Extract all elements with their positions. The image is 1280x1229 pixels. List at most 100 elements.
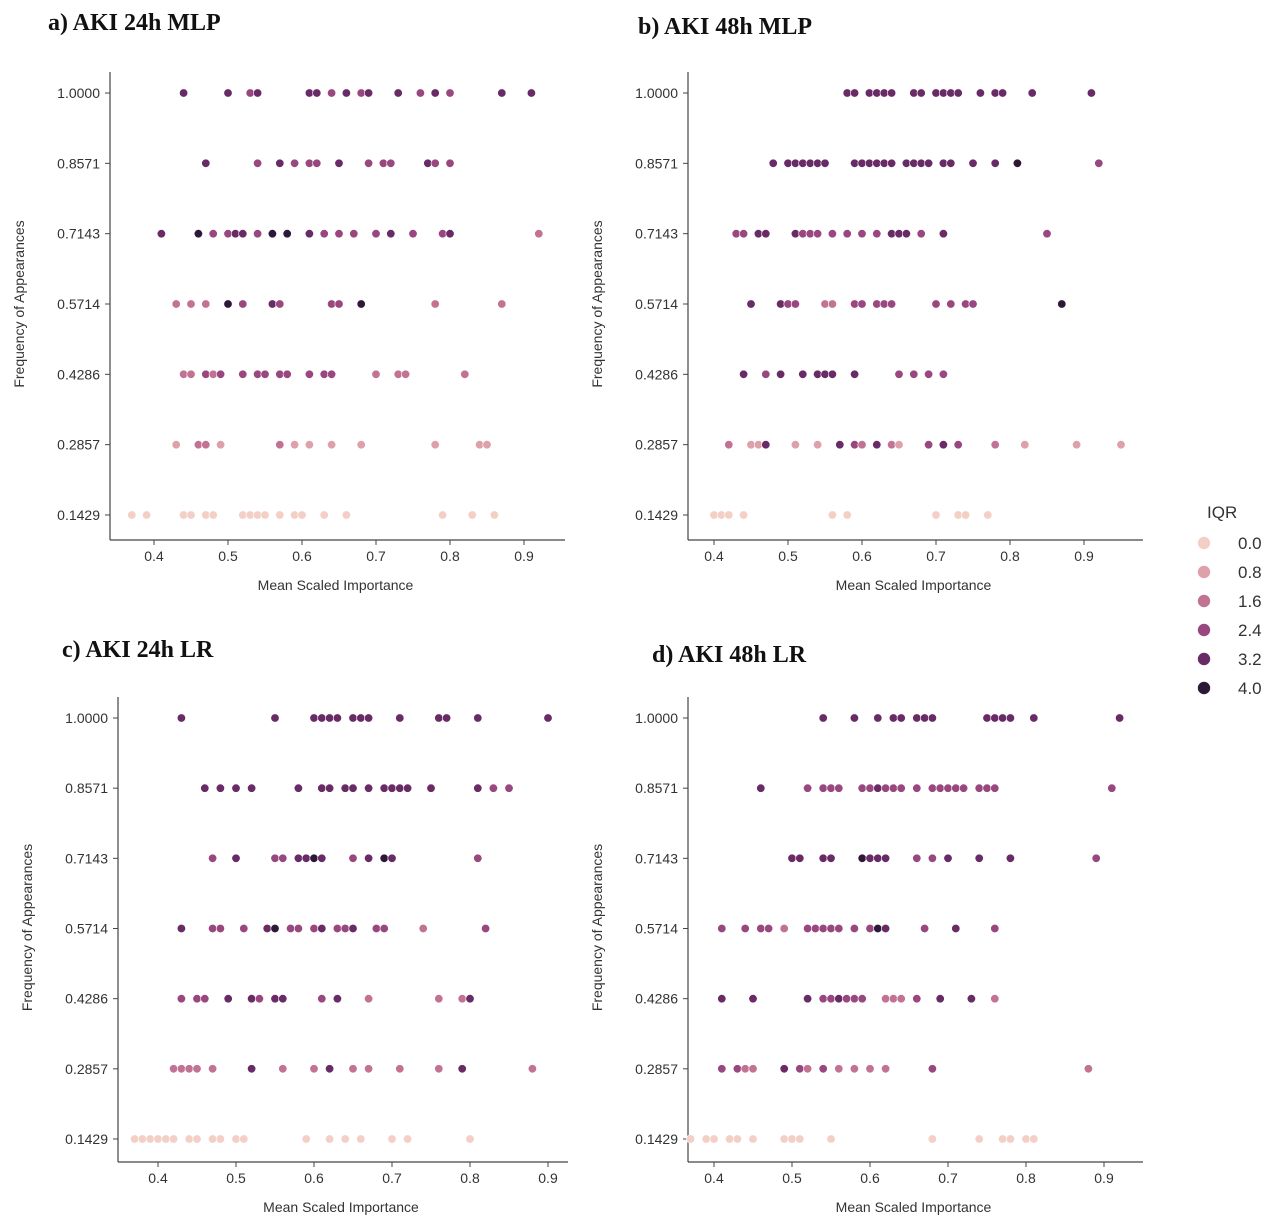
scatter-point xyxy=(826,923,836,933)
scatter-point xyxy=(901,229,911,239)
scatter-point xyxy=(1115,713,1125,723)
scatter-point xyxy=(247,994,257,1004)
scatter-point xyxy=(951,783,961,793)
scatter-point xyxy=(920,923,930,933)
scatter-point xyxy=(827,229,837,239)
scatter-point xyxy=(290,440,300,450)
scatter-point xyxy=(325,1064,335,1074)
scatter-point xyxy=(309,1064,319,1074)
scatter-point xyxy=(460,369,470,379)
scatter-point xyxy=(238,229,248,239)
legend-marker xyxy=(1197,565,1211,579)
scatter-point xyxy=(912,853,922,863)
scatter-point xyxy=(849,923,859,933)
y-axis-label: Frequency of Appearances xyxy=(11,220,27,387)
scatter-point xyxy=(1083,1064,1093,1074)
scatter-point xyxy=(216,369,226,379)
y-tick-label: 0.1429 xyxy=(635,507,678,523)
scatter-point xyxy=(267,229,277,239)
scatter-point xyxy=(312,88,322,98)
scatter-point xyxy=(803,994,813,1004)
scatter-point xyxy=(401,369,411,379)
scatter-point xyxy=(748,1134,758,1144)
scatter-point xyxy=(415,88,425,98)
scatter-point xyxy=(395,713,405,723)
y-tick-label: 0.5714 xyxy=(57,296,100,312)
x-tick-label: 0.4 xyxy=(704,1170,724,1186)
scatter-point xyxy=(938,440,948,450)
scatter-point xyxy=(739,369,749,379)
scatter-point xyxy=(356,299,366,309)
scatter-point xyxy=(998,713,1008,723)
scatter-point xyxy=(293,783,303,793)
legend-marker xyxy=(1197,652,1211,666)
scatter-point xyxy=(894,369,904,379)
scatter-point xyxy=(857,853,867,863)
scatter-point xyxy=(834,994,844,1004)
scatter-point xyxy=(153,1134,163,1144)
x-tick-label: 0.7 xyxy=(366,548,386,564)
scatter-point xyxy=(325,1134,335,1144)
scatter-point xyxy=(888,994,898,1004)
scatter-point xyxy=(849,713,859,723)
scatter-point xyxy=(186,369,196,379)
x-tick-label: 0.4 xyxy=(144,548,164,564)
scatter-point xyxy=(301,853,311,863)
panel-title: d) AKI 48h LR xyxy=(652,642,807,668)
scatter-point xyxy=(826,1134,836,1144)
scatter-point xyxy=(990,783,1000,793)
x-tick-label: 0.8 xyxy=(440,548,460,564)
scatter-point xyxy=(740,1064,750,1074)
scatter-point xyxy=(156,229,166,239)
scatter-point xyxy=(701,1134,711,1144)
scatter-point xyxy=(364,88,374,98)
scatter-point xyxy=(857,440,867,450)
scatter-point xyxy=(813,440,823,450)
legend-label: 2.4 xyxy=(1238,621,1262,640)
scatter-point xyxy=(465,1134,475,1144)
scatter-point xyxy=(348,713,358,723)
scatter-point xyxy=(387,783,397,793)
scatter-point xyxy=(208,923,218,933)
scatter-point xyxy=(795,853,805,863)
scatter-point xyxy=(966,994,976,1004)
scatter-point xyxy=(430,440,440,450)
scatter-point xyxy=(872,440,882,450)
scatter-point xyxy=(275,440,285,450)
scatter-point xyxy=(208,229,218,239)
scatter-point xyxy=(340,923,350,933)
scatter-point xyxy=(717,1064,727,1074)
x-tick-label: 0.4 xyxy=(704,548,724,564)
y-tick-label: 0.1429 xyxy=(635,1131,678,1147)
scatter-point xyxy=(282,229,292,239)
scatter-point xyxy=(270,853,280,863)
scatter-point xyxy=(803,923,813,933)
scatter-point xyxy=(746,299,756,309)
scatter-point xyxy=(319,510,329,520)
scatter-point xyxy=(938,229,948,239)
scatter-point xyxy=(826,783,836,793)
scatter-points xyxy=(709,88,1126,520)
scatter-point xyxy=(779,1064,789,1074)
scatter-point xyxy=(216,440,226,450)
scatter-point xyxy=(137,1134,147,1144)
scatter-point xyxy=(430,88,440,98)
scatter-point xyxy=(790,440,800,450)
scatter-point xyxy=(364,713,374,723)
scatter-point xyxy=(309,923,319,933)
scatter-point xyxy=(325,783,335,793)
scatter-point xyxy=(445,229,455,239)
scatter-point xyxy=(990,923,1000,933)
scatter-point xyxy=(348,1064,358,1074)
y-tick-label: 0.2857 xyxy=(65,1061,108,1077)
scatter-point xyxy=(849,994,859,1004)
scatter-point xyxy=(297,510,307,520)
x-tick-label: 0.7 xyxy=(382,1170,402,1186)
scatter-point xyxy=(1029,1134,1039,1144)
scatter-point xyxy=(1012,158,1022,168)
scatter-point xyxy=(927,713,937,723)
scatter-point xyxy=(317,853,327,863)
scatter-point xyxy=(931,510,941,520)
scatter-point xyxy=(968,299,978,309)
scatter-point xyxy=(171,299,181,309)
